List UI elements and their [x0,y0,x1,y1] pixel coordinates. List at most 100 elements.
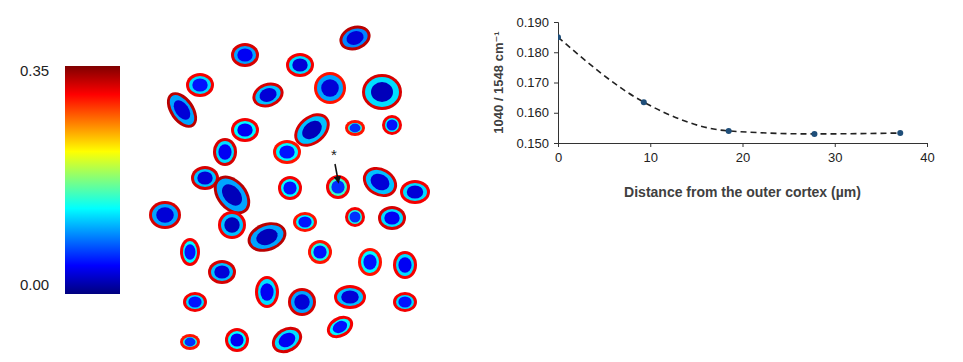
cell-edge [314,72,346,104]
cell-body [311,243,329,261]
cell-edge [273,140,301,164]
y-tick-label: 0.180 [516,45,549,60]
cell-body [362,165,399,199]
cell-body [271,326,303,355]
cell-body [152,204,178,226]
cell-body [381,209,403,227]
x-tick-label: 30 [828,150,842,165]
cell-core [254,226,280,248]
cell-edge [378,206,406,230]
data-point [726,128,732,134]
data-point [897,130,903,136]
cell-core [387,120,398,131]
y-tick: 0.170 [516,75,558,90]
cell-core [331,180,344,193]
data-point [811,131,817,137]
cell [213,138,237,166]
cells [149,21,430,358]
x-tick: 20 [736,143,750,165]
cell-body [340,25,371,51]
cell-core [230,333,243,346]
cell-body [291,291,313,313]
cell [288,288,316,316]
y-tick: 0.190 [516,15,558,30]
x-tick-label: 0 [555,150,562,165]
cell-edge [180,334,200,350]
cell-core [279,145,294,158]
cell-body [211,173,254,218]
y-tick: 0.180 [516,45,558,60]
cell-core [292,58,307,71]
cell [358,248,382,276]
cell-edge [393,292,417,312]
cell-edge [286,53,314,77]
cell-edge [293,212,317,232]
cell-body [296,215,314,229]
cell-body [292,111,332,150]
cell-core [257,86,278,104]
figure: 0.000.35*0102030400.1500.1600.1700.1800.… [0,0,963,362]
cell-core [298,217,311,228]
cell-edge [278,176,302,200]
y-tick-label: 0.150 [516,136,549,151]
cell-body [276,143,298,161]
data-point [558,34,561,40]
x-axis: 010203040 [555,143,935,165]
cell [161,87,204,134]
cell-body [396,254,414,276]
cell-core [294,294,309,309]
cell-body [365,77,399,107]
cell-edge [323,311,357,342]
cell-core [299,117,326,143]
x-tick: 0 [555,143,562,165]
cell-core [363,254,376,269]
cell [314,72,346,104]
cell-edge [208,260,236,284]
cell-edge [358,248,382,276]
cell [357,161,402,203]
cell-body [165,91,199,129]
cell [149,201,181,229]
x-tick-mark [650,143,651,147]
cell-core [214,265,229,278]
cell [183,292,207,312]
cell-edge [288,288,316,316]
cell-edge [180,238,200,266]
cell-body [289,56,311,74]
cell [218,211,246,239]
cell-core [321,79,339,97]
cell-body [253,82,284,108]
y-tick: 0.150 [516,136,558,151]
cell-core [350,212,361,223]
cell-body [327,315,353,338]
cell [308,240,332,264]
cell-body [337,288,363,306]
colorbar-label: 0.00 [20,276,49,293]
cell-body [281,179,299,197]
cell-body [317,75,343,101]
y-tick-mark [554,52,558,53]
x-axis-title: Distance from the outer cortex (µm) [624,184,861,200]
colorbar [65,66,120,294]
y-axis-line [554,23,559,144]
cell-core [156,207,174,222]
cell-edge [255,276,279,308]
x-axis-line [559,144,928,148]
cell-edge [393,251,417,279]
cell-edge [267,322,307,359]
cell-core [185,244,196,259]
cell-core [341,290,359,303]
cell-core [224,217,239,232]
cell-body [183,241,197,263]
cell-core [398,257,411,272]
x-tick-label: 40 [920,150,934,165]
cell-body [221,214,243,236]
cell-body [348,123,362,133]
arrow [335,164,338,180]
cell [249,78,287,111]
cell-edge [345,207,365,227]
y-tick-mark [554,22,558,23]
cell [334,285,366,309]
data-line [558,37,900,134]
y-axis: 0.1500.1600.1700.1800.190 [516,15,558,151]
